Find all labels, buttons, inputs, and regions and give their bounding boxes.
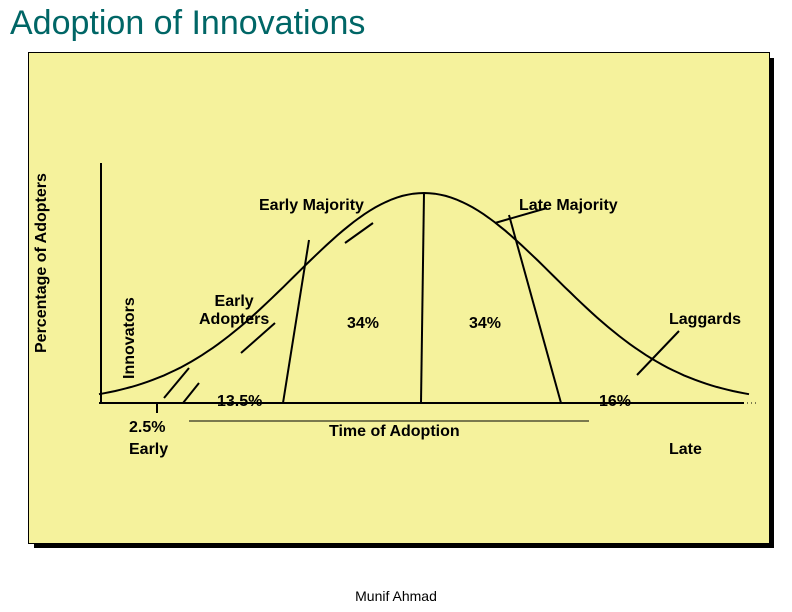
label-early-majority: Early Majority	[259, 197, 364, 215]
pct-laggards: 16%	[599, 393, 631, 411]
footer-text: Munif Ahmad	[0, 588, 792, 604]
label-late-majority: Late Majority	[519, 197, 618, 215]
chart-panel: Percentage of Adopters Innovators Early …	[28, 52, 770, 544]
label-laggards: Laggards	[669, 311, 741, 329]
pct-early-adopters: 13.5%	[217, 393, 262, 411]
chart-svg	[29, 53, 769, 543]
x-axis-late: Late	[669, 441, 702, 459]
label-early-adopters: EarlyAdopters	[199, 293, 269, 330]
x-axis-label: Time of Adoption	[329, 423, 460, 441]
pct-early-majority: 34%	[347, 315, 379, 333]
page-title: Adoption of Innovations	[10, 4, 365, 43]
pct-late-majority: 34%	[469, 315, 501, 333]
x-axis-early: Early	[129, 441, 168, 459]
pct-innovators: 2.5%	[129, 419, 165, 437]
